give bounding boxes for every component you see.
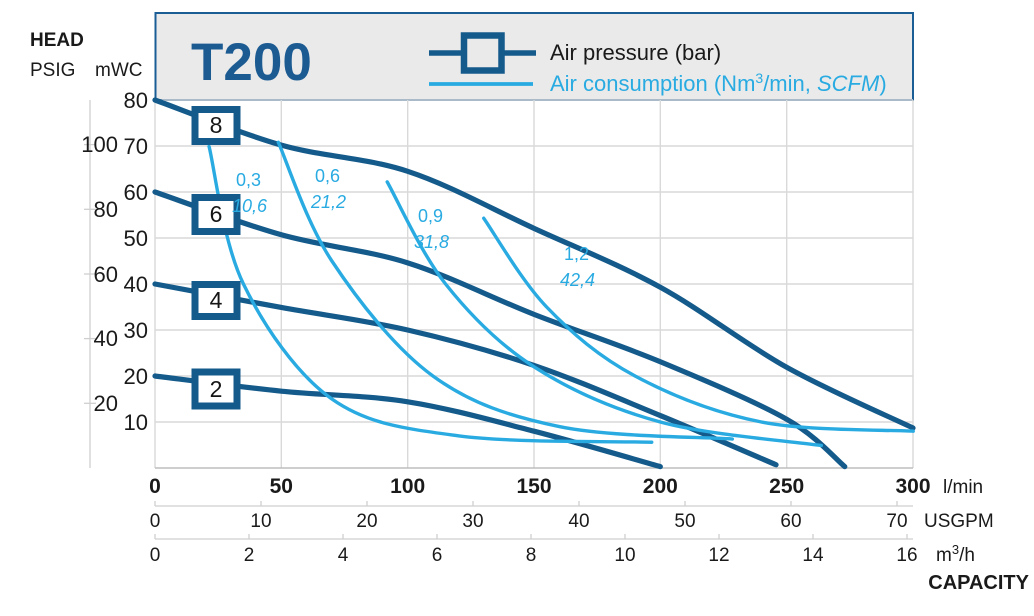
svg-text:T200: T200 [191,33,312,92]
svg-text:50: 50 [270,475,293,498]
svg-text:0,3: 0,3 [236,170,261,190]
svg-text:4: 4 [338,545,349,566]
svg-text:21,2: 21,2 [310,192,346,212]
svg-text:8: 8 [210,112,223,138]
svg-text:8: 8 [526,545,537,566]
svg-text:60: 60 [94,262,118,287]
svg-text:300: 300 [895,475,930,498]
svg-text:20: 20 [124,364,148,389]
svg-text:2: 2 [244,545,255,566]
svg-text:HEAD: HEAD [30,30,84,51]
svg-text:150: 150 [516,475,551,498]
svg-text:40: 40 [124,272,148,297]
svg-text:1,2: 1,2 [564,244,589,264]
svg-text:2: 2 [210,376,223,402]
svg-text:100: 100 [81,132,118,157]
svg-text:70: 70 [886,511,907,532]
svg-text:16: 16 [896,545,917,566]
svg-text:40: 40 [568,511,589,532]
svg-text:Air consumption (Nm3/min, SCFM: Air consumption (Nm3/min, SCFM) [550,70,887,96]
svg-text:0,6: 0,6 [315,166,340,186]
svg-text:10,6: 10,6 [232,196,268,216]
svg-text:30: 30 [462,511,483,532]
svg-text:40: 40 [94,326,118,351]
svg-text:70: 70 [124,134,148,159]
svg-text:10: 10 [250,511,271,532]
svg-text:0: 0 [150,545,161,566]
svg-text:10: 10 [124,410,148,435]
svg-text:0,9: 0,9 [418,206,443,226]
svg-text:80: 80 [124,88,148,113]
svg-text:l/min: l/min [943,477,983,498]
svg-text:0: 0 [149,475,161,498]
svg-text:0: 0 [150,511,161,532]
svg-text:60: 60 [124,180,148,205]
svg-text:6: 6 [210,201,223,227]
svg-text:20: 20 [94,391,118,416]
svg-text:100: 100 [390,475,425,498]
svg-text:CAPACITY: CAPACITY [928,572,1029,594]
svg-text:6: 6 [432,545,443,566]
svg-text:20: 20 [356,511,377,532]
svg-text:200: 200 [643,475,678,498]
svg-text:80: 80 [94,197,118,222]
svg-text:PSIG: PSIG [30,60,75,81]
svg-text:m3/h: m3/h [936,542,975,567]
svg-text:12: 12 [708,545,729,566]
svg-text:31,8: 31,8 [414,232,449,252]
svg-text:4: 4 [210,287,223,313]
svg-text:Air pressure (bar): Air pressure (bar) [550,40,721,65]
svg-text:14: 14 [802,545,824,566]
svg-text:250: 250 [769,475,804,498]
svg-text:30: 30 [124,318,148,343]
svg-text:42,4: 42,4 [560,270,595,290]
svg-text:USGPM: USGPM [924,511,994,532]
svg-text:60: 60 [780,511,801,532]
svg-text:50: 50 [674,511,695,532]
svg-text:mWC: mWC [95,60,142,81]
svg-text:50: 50 [124,226,148,251]
svg-text:10: 10 [614,545,635,566]
